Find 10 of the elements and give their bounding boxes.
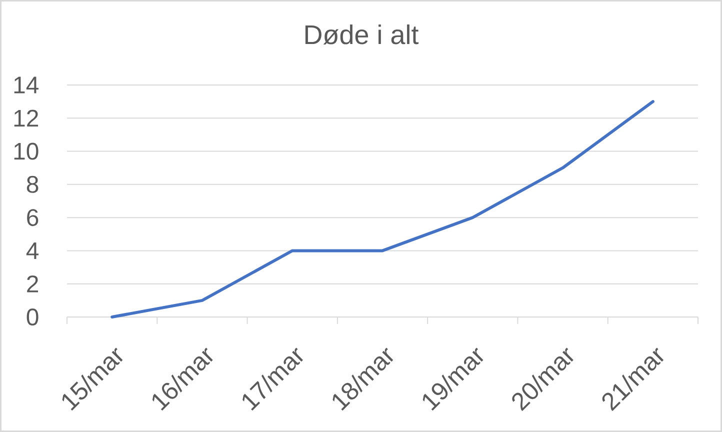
- line-series: [110, 100, 654, 318]
- y-tick-label: 14: [14, 76, 39, 94]
- y-tick-label: 6: [27, 209, 38, 226]
- chart-title: Døde i alt: [305, 24, 419, 45]
- y-tick-label: 0: [26, 308, 38, 326]
- y-tick-label: 2: [27, 275, 38, 292]
- y-tick-label: 10: [14, 142, 38, 160]
- y-tick-label: 12: [14, 110, 38, 127]
- y-tick-label: 8: [26, 176, 38, 193]
- y-tick-label: 4: [26, 242, 39, 259]
